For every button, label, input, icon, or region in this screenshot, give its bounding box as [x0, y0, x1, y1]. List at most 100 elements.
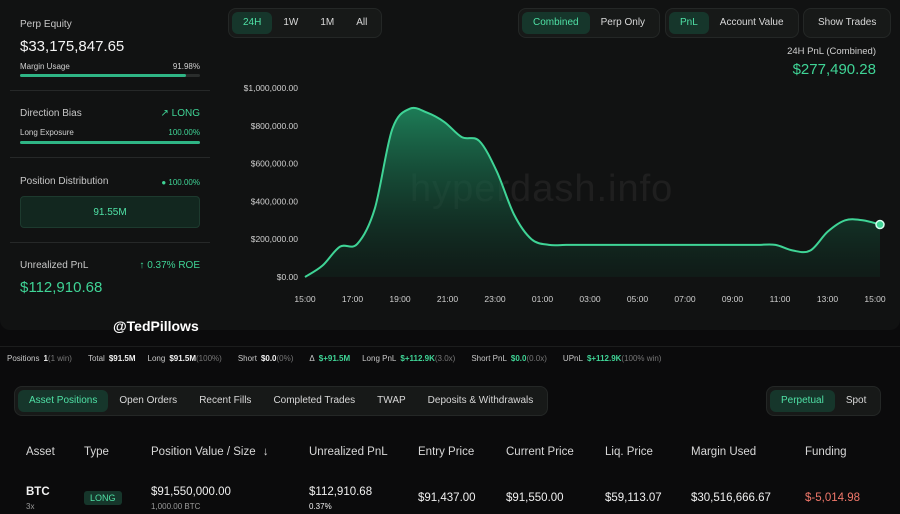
stat-item: Short $0.0(0%): [238, 354, 298, 363]
col-position-value[interactable]: Position Value / Size ↓: [151, 446, 269, 458]
margin-usage-value: 91.98%: [172, 62, 200, 71]
col-position-value-label: Position Value / Size: [151, 446, 256, 458]
row-current-price: $91,550.00: [506, 492, 564, 504]
stat-value: 1: [43, 354, 48, 363]
col-liq-price[interactable]: Liq. Price: [605, 446, 653, 458]
x-tick-label: 09:00: [722, 294, 744, 304]
type-badge: LONG: [84, 491, 122, 505]
timeframe-1w[interactable]: 1W: [283, 17, 299, 28]
mode-combined[interactable]: Combined: [522, 12, 590, 34]
stat-note: (0%): [276, 354, 294, 363]
unrealized-roe: ↑ 0.37% ROE: [139, 260, 200, 271]
position-distribution-label: Position Distribution: [20, 176, 109, 187]
timeframe-all[interactable]: All: [356, 17, 368, 28]
tab-open-orders[interactable]: Open Orders: [119, 395, 178, 406]
tab-recent-fills[interactable]: Recent Fills: [199, 395, 252, 406]
col-funding[interactable]: Funding: [805, 446, 847, 458]
position-distribution-value: ● 100.00%: [161, 178, 200, 187]
tab-perpetual[interactable]: Perpetual: [770, 390, 835, 412]
stat-label: Short PnL: [471, 354, 507, 363]
last-point-marker[interactable]: [875, 219, 885, 230]
timeframe-1m[interactable]: 1M: [320, 17, 335, 28]
x-tick-label: 23:00: [484, 294, 506, 304]
unrealized-roe-text: 0.37% ROE: [147, 260, 200, 271]
stat-value: $+112.9K: [400, 354, 435, 363]
timeframe-selector: 24H 1W 1M All: [228, 8, 383, 38]
tab-asset-positions[interactable]: Asset Positions: [18, 390, 109, 412]
divider: [10, 90, 210, 91]
long-exposure-bar: [20, 141, 200, 144]
x-tick-label: 11:00: [770, 294, 791, 304]
stat-label: Long PnL: [362, 354, 397, 363]
stat-value: $+91.5M: [318, 354, 351, 363]
mode-perp-only[interactable]: Perp Only: [600, 17, 646, 28]
trend-up-icon: ↗: [160, 108, 172, 119]
x-tick-label: 17:00: [342, 294, 364, 304]
row-entry-price: $91,437.00: [418, 492, 476, 504]
row-margin-used: $30,516,666.67: [691, 492, 771, 504]
stat-item: Short PnL $0.0(0.0x): [471, 354, 551, 363]
x-tick-label: 05:00: [627, 294, 649, 304]
perp-equity-value: $33,175,847.65: [20, 38, 125, 55]
tab-spot[interactable]: Spot: [845, 395, 867, 406]
row-unrealized-pct: 0.37%: [309, 502, 332, 511]
market-tabs: Perpetual Spot: [766, 386, 882, 416]
x-tick-label: 19:00: [389, 294, 411, 304]
show-trades-group: Show Trades: [803, 8, 892, 38]
sort-down-icon: ↓: [262, 446, 269, 458]
stat-item: Positions 1(1 win): [7, 354, 76, 363]
position-distribution-bar[interactable]: 91.55M: [20, 196, 200, 228]
row-unrealized-pnl: $112,910.68: [309, 486, 373, 498]
direction-bias-label: Direction Bias: [20, 108, 82, 119]
stat-label: Long: [147, 354, 166, 363]
unrealized-pnl-value: $112,910.68: [20, 279, 103, 296]
stat-value: $91.5M: [169, 354, 197, 363]
pnl-header-value: $277,490.28: [792, 61, 876, 78]
long-exposure-value: 100.00%: [168, 128, 200, 137]
stat-item: UPnL $+112.9K(100% win): [563, 354, 666, 363]
tab-completed-trades[interactable]: Completed Trades: [273, 395, 356, 406]
divider: [10, 157, 210, 158]
margin-usage-label: Margin Usage: [20, 62, 70, 71]
row-funding: $-5,014.98: [805, 492, 860, 504]
pnl-area: [305, 107, 880, 277]
margin-usage-bar: [20, 74, 200, 77]
stat-value: $0.0: [260, 354, 277, 363]
tab-twap[interactable]: TWAP: [377, 395, 406, 406]
stat-note: (3.0x): [434, 354, 456, 363]
stat-value: $91.5M: [108, 354, 136, 363]
x-tick-label: 03:00: [579, 294, 601, 304]
y-tick-label: $800,000.00: [251, 121, 299, 131]
stat-item: Long PnL $+112.9K(3.0x): [362, 354, 459, 363]
metric-pnl[interactable]: PnL: [669, 12, 709, 34]
metric-selector: PnL Account Value: [665, 8, 799, 38]
stat-value: $+112.9K: [586, 354, 622, 363]
stat-item: Long $91.5M(100%): [148, 354, 226, 363]
position-tabs: Asset Positions Open Orders Recent Fills Co…: [14, 386, 549, 416]
timeframe-24h[interactable]: 24H: [232, 12, 273, 34]
col-unrealized-pnl[interactable]: Unrealized PnL: [309, 446, 388, 458]
tab-deposits-withdrawals[interactable]: Deposits & Withdrawals: [427, 395, 534, 406]
long-exposure-label: Long Exposure: [20, 128, 74, 137]
stat-note: (100%): [196, 354, 222, 363]
stat-item: Δ $+91.5M: [309, 354, 350, 363]
stat-label: Positions: [7, 354, 40, 363]
position-distribution-amount: 91.55M: [93, 206, 127, 218]
show-trades-button[interactable]: Show Trades: [818, 17, 877, 28]
col-current-price[interactable]: Current Price: [506, 446, 574, 458]
col-type[interactable]: Type: [84, 446, 109, 458]
position-distribution-pct: 100.00%: [168, 178, 200, 187]
metric-account-value[interactable]: Account Value: [719, 17, 784, 28]
x-tick-label: 13:00: [817, 294, 839, 304]
unrealized-pnl-label: Unrealized PnL: [20, 260, 89, 271]
stat-value: $0.0: [510, 354, 527, 363]
col-asset[interactable]: Asset: [26, 446, 55, 458]
col-margin-used[interactable]: Margin Used: [691, 446, 757, 458]
col-entry-price[interactable]: Entry Price: [418, 446, 475, 458]
row-asset[interactable]: BTC: [26, 486, 50, 498]
dot-icon: ●: [161, 178, 169, 187]
row-leverage: 3x: [26, 502, 35, 511]
direction-bias-value: ↗ LONG: [160, 108, 200, 119]
x-tick-label: 21:00: [437, 294, 459, 304]
stat-label: Total: [87, 354, 105, 363]
